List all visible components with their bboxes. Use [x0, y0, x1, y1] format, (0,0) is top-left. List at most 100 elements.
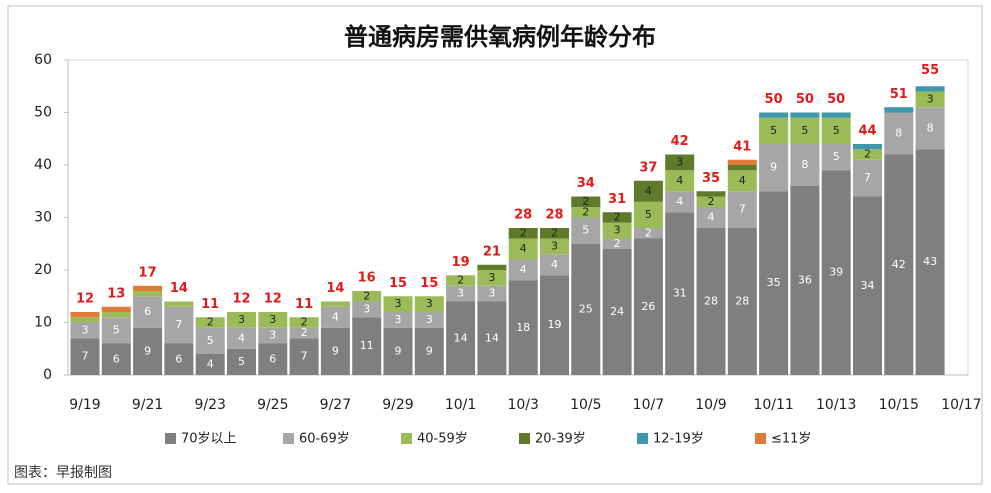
- segment-label: 11: [360, 339, 374, 352]
- bar-segment: [70, 312, 100, 318]
- y-tick-label: 30: [34, 210, 52, 226]
- segment-label: 2: [614, 237, 621, 250]
- segment-label: 2: [301, 316, 308, 329]
- bar-segment: [508, 228, 538, 239]
- x-tick-label: 10/9: [695, 397, 726, 413]
- bar-segment: [602, 222, 632, 239]
- x-tick-label: 10/17: [941, 397, 981, 413]
- bar-segment: [383, 312, 413, 328]
- segment-label: 3: [676, 155, 683, 168]
- x-tick-label: 9/19: [69, 397, 100, 413]
- segment-label: 8: [895, 127, 902, 140]
- bar-segment: [633, 238, 663, 375]
- chart-title: 普通病房需供氧病例年龄分布: [344, 23, 656, 51]
- legend-swatch: [283, 433, 294, 444]
- segment-label: 2: [207, 316, 214, 329]
- total-label: 28: [545, 208, 563, 223]
- segment-label: 9: [770, 161, 777, 174]
- y-tick-label: 0: [43, 367, 52, 383]
- bar-segment: [727, 170, 757, 192]
- segment-label: 4: [238, 331, 245, 344]
- segment-label: 6: [269, 352, 276, 365]
- total-label: 15: [389, 276, 407, 291]
- bar-segment: [414, 296, 444, 312]
- legend-label: 12-19岁: [653, 432, 704, 447]
- segment-label: 7: [301, 350, 308, 363]
- bar-segment: [759, 117, 789, 144]
- segment-label: 4: [676, 174, 683, 187]
- bar-segment: [665, 154, 695, 171]
- bar-segment: [477, 301, 507, 375]
- segment-label: 2: [551, 226, 558, 239]
- bar-segment: [759, 191, 789, 375]
- total-label: 19: [452, 255, 470, 270]
- x-tick-label: 9/29: [382, 397, 413, 413]
- total-label: 50: [827, 92, 845, 107]
- bar-segment: [633, 201, 663, 228]
- segment-label: 34: [861, 279, 875, 292]
- segment-label: 2: [363, 289, 370, 302]
- segment-label: 4: [708, 211, 715, 224]
- segment-label: 7: [739, 203, 746, 216]
- segment-label: 5: [833, 124, 840, 137]
- bar-segment: [477, 270, 507, 286]
- segment-label: 4: [739, 174, 746, 187]
- bar-segment: [759, 112, 789, 118]
- bar-segment: [790, 186, 820, 375]
- bar-segment: [383, 327, 413, 375]
- segment-label: 4: [676, 195, 683, 208]
- segment-label: 4: [207, 358, 214, 371]
- segment-label: 4: [645, 184, 652, 197]
- bar-segment: [727, 159, 757, 165]
- segment-label: 6: [144, 305, 151, 318]
- bar-segment: [289, 338, 319, 375]
- bar-segment: [508, 259, 538, 281]
- segment-label: 3: [426, 297, 433, 310]
- bar-segment: [571, 207, 601, 218]
- y-tick-label: 20: [34, 262, 52, 278]
- segment-label: 14: [454, 331, 468, 344]
- segment-label: 2: [582, 195, 589, 208]
- bar-segment: [227, 348, 256, 375]
- segment-label: 3: [363, 302, 370, 315]
- x-tick-label: 10/5: [570, 397, 601, 413]
- segment-label: 24: [610, 305, 624, 318]
- total-label: 16: [358, 271, 376, 286]
- segment-label: 3: [457, 287, 464, 300]
- bar-segment: [727, 165, 757, 171]
- total-label: 12: [232, 292, 250, 307]
- bar-segment: [320, 306, 350, 328]
- bar-segment: [446, 285, 476, 302]
- segment-label: 28: [704, 295, 718, 308]
- bar-segment: [790, 117, 820, 144]
- bar-segment: [101, 312, 131, 318]
- segment-label: 7: [82, 350, 89, 363]
- legend-label: ≤11岁: [771, 432, 811, 447]
- bar-segment: [383, 296, 413, 312]
- segment-label: 5: [833, 150, 840, 163]
- bar-segment: [915, 107, 945, 150]
- total-label: 17: [139, 265, 157, 280]
- bar-segment: [759, 144, 789, 192]
- segment-label: 5: [113, 323, 120, 336]
- bar-segment: [195, 317, 225, 328]
- total-label: 37: [639, 160, 657, 175]
- bar-segment: [508, 280, 538, 375]
- segment-label: 9: [332, 344, 339, 357]
- segment-label: 3: [269, 329, 276, 342]
- x-tick-label: 10/3: [507, 397, 538, 413]
- legend-swatch: [755, 433, 766, 444]
- x-tick-label: 9/27: [320, 397, 351, 413]
- bar-segment: [227, 312, 256, 328]
- bar-segment: [915, 149, 945, 375]
- segment-label: 5: [770, 124, 777, 137]
- bar-segment: [853, 159, 882, 197]
- segment-label: 25: [579, 302, 593, 315]
- segment-label: 2: [520, 226, 527, 239]
- segment-label: 18: [516, 321, 530, 334]
- segment-label: 9: [144, 344, 151, 357]
- legend-label: 20-39岁: [535, 432, 586, 447]
- bar-segment: [665, 170, 695, 192]
- bar-segment: [696, 191, 726, 197]
- segment-label: 3: [614, 224, 621, 237]
